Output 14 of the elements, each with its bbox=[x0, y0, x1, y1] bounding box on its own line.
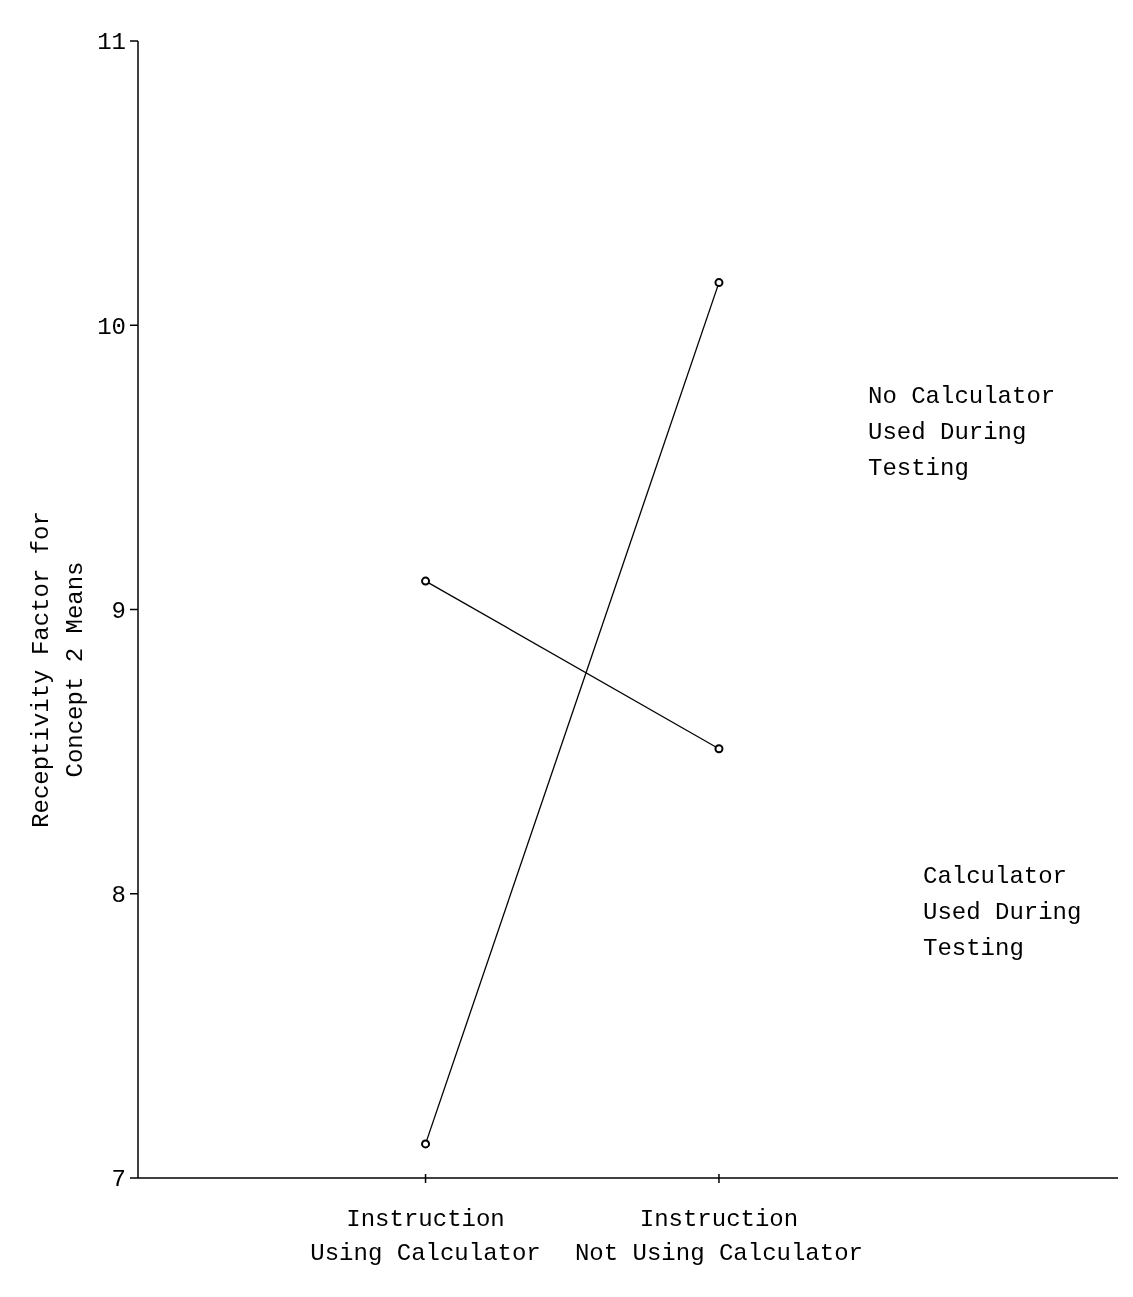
y-tick-label: 11 bbox=[97, 29, 126, 57]
point bbox=[714, 278, 724, 288]
y-tick-label: 8 bbox=[111, 882, 126, 910]
point bbox=[421, 576, 431, 586]
x-tick-label: Instruction Not Using Calculator bbox=[574, 1206, 863, 1267]
y-tick-label: 7 bbox=[111, 1166, 126, 1194]
y-tick-label: 10 bbox=[97, 313, 126, 341]
point bbox=[421, 1139, 431, 1149]
x-tick-label: Instruction Using Calculator bbox=[310, 1206, 541, 1267]
text: No Calculator Used During Testing bbox=[868, 383, 1056, 482]
point bbox=[714, 744, 724, 754]
y-tick-label: 9 bbox=[111, 597, 126, 625]
text: Calculator Used During Testing bbox=[923, 863, 1082, 962]
y-axis-title: Receptivity Factor for Concept 2 Means bbox=[28, 511, 89, 828]
